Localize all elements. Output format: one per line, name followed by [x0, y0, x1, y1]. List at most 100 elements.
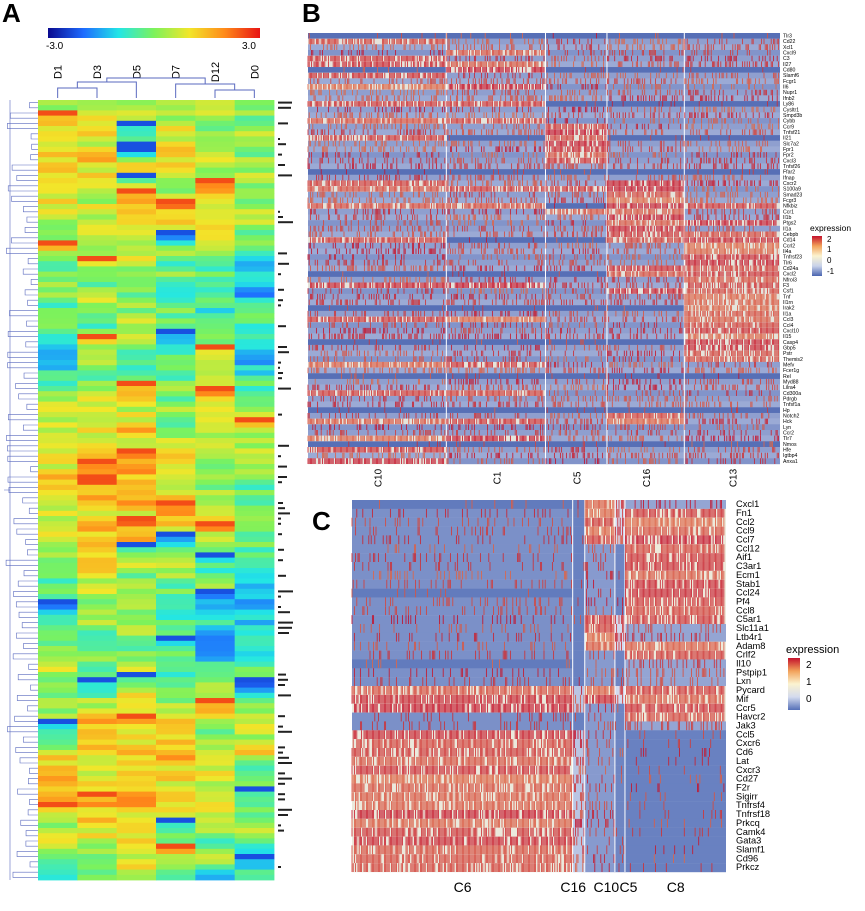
heatmap-cell: [195, 770, 236, 777]
panel-c-gene-label: Slamf1: [736, 845, 765, 855]
panel-b-legend-tick: 1: [827, 245, 832, 254]
heatmap-cell: [38, 146, 78, 153]
panel-b-gene-label: Cd24a: [783, 266, 798, 272]
heatmap-cell: [234, 178, 275, 184]
heatmap-cell: [156, 282, 196, 288]
heatmap-cell: [156, 469, 196, 475]
heatmap-cell: [195, 152, 236, 158]
heatmap-cell: [234, 828, 275, 834]
heatmap-cell: [156, 791, 196, 798]
heatmap-cell: [195, 578, 236, 584]
heatmap-cell: [77, 126, 118, 132]
heatmap-cell: [77, 282, 118, 288]
heatmap-cell: [195, 750, 236, 756]
heatmap-cell: [234, 266, 275, 272]
heatmap-cell: [234, 708, 275, 714]
panel-b-gene-label: Il1b: [783, 215, 791, 221]
heatmap-cell: [38, 490, 78, 496]
heatmap-cell: [156, 531, 196, 538]
panel-b-legend-tick: -1: [827, 267, 835, 276]
heatmap-cell: [234, 739, 275, 746]
panel-b-gene-label: Il1a: [783, 226, 791, 232]
heatmap-cell: [38, 339, 78, 345]
heatmap-cell: [38, 282, 78, 288]
heatmap-cell: [156, 703, 196, 709]
heatmap-cell: [156, 854, 196, 860]
heatmap-cell: [38, 750, 78, 756]
heatmap-cell: [156, 661, 196, 668]
heatmap-cell: [77, 552, 118, 558]
heatmap-cell: [234, 859, 275, 865]
heatmap-cell: [195, 646, 236, 652]
heatmap-cell: [234, 146, 275, 153]
panel-b-gene-label: Ffar2: [783, 170, 795, 176]
heatmap-cell: [195, 802, 236, 808]
panel-b-gene-label: F3: [783, 283, 789, 289]
heatmap-cell: [77, 167, 118, 174]
panel-c-legend: expression 2 1 0: [786, 644, 839, 710]
heatmap-cell: [116, 453, 157, 460]
heatmap-cell: [116, 443, 157, 449]
heatmap-cell: [38, 729, 78, 735]
heatmap-cell: [116, 115, 157, 122]
heatmap-cell: [77, 204, 118, 210]
heatmap-cell: [156, 297, 196, 304]
heatmap-cell: [116, 526, 157, 532]
column-dendrogram: [57, 77, 255, 98]
heatmap-cell: [195, 755, 236, 761]
panel-c-gene-label: Crlf2: [736, 650, 756, 660]
heatmap-cell: [234, 100, 275, 106]
panel-c-gene-label: Gata3: [736, 836, 761, 846]
heatmap-cell: [195, 630, 236, 636]
heatmap-cell: [116, 583, 157, 590]
heatmap-cell: [38, 183, 78, 189]
heatmap-cell: [116, 854, 157, 860]
heatmap-cell: [116, 334, 157, 340]
heatmap-cell: [77, 812, 118, 818]
heatmap-cell: [195, 510, 236, 517]
heatmap-cell: [38, 406, 78, 413]
panel-b-gene-label: Hp: [783, 408, 790, 414]
panel-b-gene-label: Tlr7: [783, 436, 792, 442]
panel-b-gene-label: Pstr: [783, 351, 792, 357]
panel-b-gene-label: Il1rn: [783, 300, 793, 306]
heatmap-cell: [195, 708, 236, 714]
panel-c-gene-label: Ccl2: [736, 517, 755, 527]
heatmap-cell: [195, 718, 236, 725]
heatmap-cell: [195, 692, 236, 699]
heatmap-cell: [38, 469, 78, 475]
heatmap-cell: [77, 682, 118, 688]
heatmap-cell: [195, 271, 236, 278]
heatmap-cell: [156, 760, 196, 766]
heatmap-cell: [156, 406, 196, 413]
heatmap-cell: [116, 833, 157, 839]
heatmap-cell: [77, 786, 118, 792]
row-markers: [278, 101, 293, 868]
panel-c-gene-label: Lat: [736, 756, 749, 766]
heatmap-cell: [77, 354, 118, 361]
heatmap-cell: [77, 536, 118, 543]
panel-c-gene-label: F2r: [736, 783, 750, 793]
panel-b-gene-label: Smpd3b: [783, 113, 802, 119]
heatmap-cell: [116, 230, 157, 236]
panel-c-gene-label: Mif: [736, 694, 749, 704]
heatmap-cell: [77, 609, 118, 616]
heatmap-cell: [116, 672, 157, 678]
heatmap-cell: [195, 256, 236, 262]
heatmap-cell: [195, 422, 236, 428]
heatmap-cell: [156, 365, 196, 371]
heatmap-cell: [234, 391, 275, 397]
heatmap-cell: [195, 843, 236, 850]
heatmap-cell: [195, 328, 236, 335]
heatmap-cell: [77, 614, 118, 621]
heatmap-cell: [156, 235, 196, 241]
heatmap-cell: [195, 490, 236, 496]
heatmap-cell: [156, 734, 196, 740]
heatmap-cell: [195, 744, 236, 751]
heatmap-cell: [156, 578, 196, 584]
panel-c-cluster-label: C8: [667, 879, 685, 895]
heatmap-cell: [234, 625, 275, 631]
heatmap-cell: [156, 448, 196, 454]
heatmap-cell: [156, 640, 196, 647]
heatmap-cell: [116, 599, 157, 605]
